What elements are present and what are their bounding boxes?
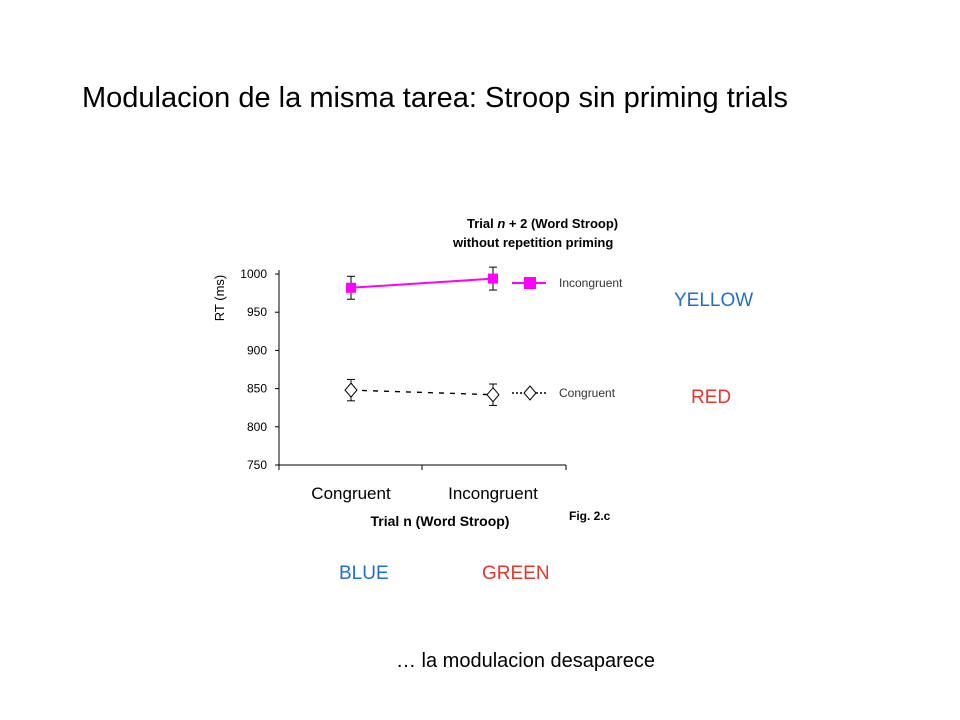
stroop-word-yellow: YELLOW — [674, 290, 754, 311]
slide-title: Modulacion de la misma tarea: Stroop sin… — [82, 82, 788, 114]
legend-label: Incongruent — [559, 276, 623, 290]
data-point-incongruent — [346, 282, 356, 293]
chart-title-line-2: without repetition priming — [453, 235, 614, 250]
series-line-incongruent — [350, 277, 494, 289]
figure-label: Fig. 2.c — [569, 509, 611, 523]
y-tick-label: 950 — [247, 305, 267, 319]
chart-title-post: + 2 (Word Stroop) — [505, 216, 619, 231]
chart-title-pre: Trial — [467, 216, 498, 231]
data-point-congruent — [344, 382, 358, 398]
chart-title-line-1: Trial n + 2 (Word Stroop) — [467, 216, 618, 231]
series-line-congruent — [350, 389, 494, 396]
data-point-incongruent — [488, 273, 498, 284]
x-axis-label: Trial n (Word Stroop) — [371, 513, 510, 529]
y-tick-label: 800 — [247, 420, 267, 434]
legend-label: Congruent — [559, 386, 616, 400]
y-axis-label: RT (ms) — [212, 275, 227, 321]
legend-marker — [524, 277, 536, 289]
footer-note: … la modulacion desaparece — [396, 650, 656, 672]
y-tick-label: 850 — [247, 382, 267, 396]
chart-title-italic: n — [497, 216, 506, 231]
y-tick-label: 900 — [247, 343, 267, 357]
data-point-congruent — [486, 386, 500, 403]
y-tick-label: 1000 — [240, 267, 267, 281]
legend-marker — [523, 385, 537, 401]
x-tick-label: Congruent — [311, 484, 391, 503]
x-tick-label: Incongruent — [448, 484, 538, 503]
stroop-word-red: RED — [691, 387, 732, 408]
stroop-word-blue: BLUE — [339, 563, 389, 584]
stroop-word-green: GREEN — [482, 563, 550, 584]
y-tick-label: 750 — [247, 458, 267, 472]
